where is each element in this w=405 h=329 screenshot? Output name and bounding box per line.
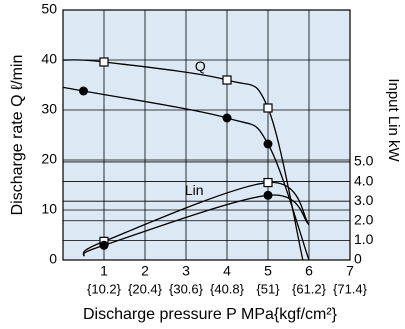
square-marker bbox=[222, 75, 232, 85]
x2-tick-label: {40.8} bbox=[210, 281, 245, 296]
square-marker bbox=[99, 57, 109, 67]
y-tick-label: 30 bbox=[41, 101, 57, 117]
x-tick-label: 1 bbox=[100, 263, 108, 279]
plot-frame bbox=[62, 9, 351, 261]
square-marker bbox=[263, 177, 273, 188]
circle-marker bbox=[222, 113, 232, 123]
annotation: Q bbox=[195, 58, 206, 74]
y2-tick-label: 0 bbox=[354, 251, 362, 267]
x-tick-label: 6 bbox=[305, 263, 313, 279]
x-axis-label: Discharge pressure P MPa{kgf/cm²} bbox=[83, 306, 338, 323]
square-marker bbox=[263, 103, 273, 113]
x2-tick-label: {30.6} bbox=[169, 281, 204, 296]
plot-area bbox=[63, 10, 350, 260]
y2-tick-label: 3.0 bbox=[354, 192, 374, 208]
x-tick-label: 4 bbox=[223, 263, 231, 279]
curve bbox=[82, 194, 310, 257]
circle-marker bbox=[79, 86, 88, 96]
y-tick-label: 0 bbox=[49, 251, 57, 267]
circle-marker bbox=[263, 139, 273, 149]
y2-tick-label: 4.0 bbox=[354, 172, 374, 188]
annotation: Lin bbox=[185, 182, 204, 198]
x2-tick-label: {10.2} bbox=[87, 281, 122, 296]
x-tick-label: 2 bbox=[141, 263, 149, 279]
y-axis-label: Discharge rate Q ℓ/min bbox=[9, 55, 26, 216]
y2-axis-label: Input Lin kW bbox=[385, 78, 402, 162]
y-tick-label: 10 bbox=[41, 201, 57, 217]
x2-tick-label: {61.2} bbox=[292, 281, 327, 296]
x2-tick-label: {20.4} bbox=[128, 281, 163, 296]
x-tick-label: 3 bbox=[182, 263, 190, 279]
y-tick-label: 20 bbox=[41, 151, 57, 167]
y-tick-label: 40 bbox=[41, 51, 57, 67]
x-tick-label: 5 bbox=[264, 263, 272, 279]
circle-marker bbox=[263, 190, 273, 200]
circle-marker bbox=[99, 240, 109, 250]
x2-tick-label: {51} bbox=[256, 281, 280, 296]
y2-tick-label: 5.0 bbox=[354, 153, 374, 169]
curve bbox=[82, 181, 310, 257]
x-tick-label: 7 bbox=[346, 263, 354, 279]
x2-tick-label: {71.4} bbox=[333, 281, 368, 296]
y2-tick-label: 2.0 bbox=[354, 211, 374, 227]
y-tick-label: 50 bbox=[41, 1, 57, 17]
y2-tick-label: 1.0 bbox=[354, 231, 374, 247]
